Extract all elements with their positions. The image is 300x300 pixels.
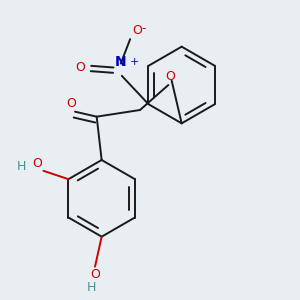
Text: +: + bbox=[130, 58, 139, 68]
Text: O: O bbox=[132, 25, 142, 38]
Text: N: N bbox=[115, 55, 127, 69]
Text: H: H bbox=[87, 281, 96, 294]
Text: -: - bbox=[141, 22, 146, 35]
Text: H: H bbox=[17, 160, 26, 172]
Text: O: O bbox=[67, 97, 76, 110]
Text: O: O bbox=[32, 157, 42, 170]
Text: O: O bbox=[165, 70, 175, 83]
Text: O: O bbox=[90, 268, 100, 281]
Text: O: O bbox=[75, 61, 85, 74]
